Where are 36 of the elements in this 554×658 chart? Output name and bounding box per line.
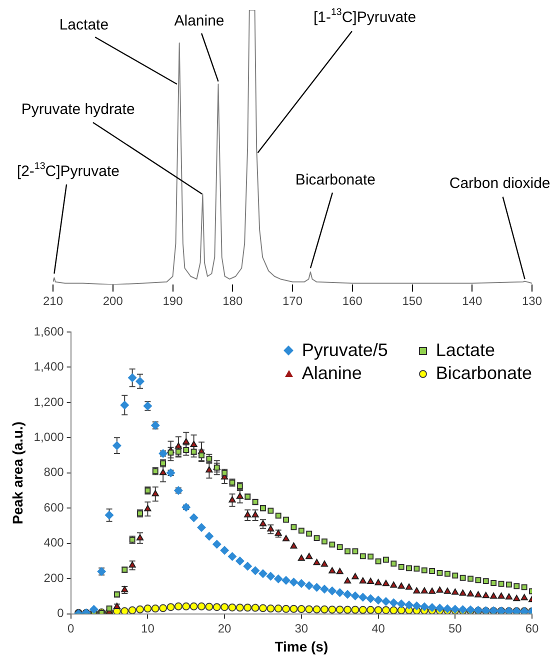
x-tick-label: 200 [102, 294, 124, 308]
x-tick-label: 0 [67, 621, 74, 636]
x-axis-title: Time (s) [274, 638, 328, 654]
y-tick-label: 800 [44, 465, 64, 480]
annotation: Carbon dioxide [449, 175, 550, 192]
y-tick-label: 600 [44, 500, 64, 514]
y-tick-label: 400 [44, 536, 64, 550]
y-tick-label: 1,200 [34, 394, 64, 409]
y-tick-label: 1,000 [34, 430, 64, 444]
legend-label: Lactate [436, 340, 495, 361]
x-tick-label: 40 [372, 621, 386, 636]
annotation: Alanine [174, 12, 224, 30]
x-tick-label: 20 [218, 621, 232, 636]
x-tick-label: 190 [162, 294, 184, 308]
x-tick-label: 140 [462, 294, 482, 308]
y-tick-label: 200 [44, 570, 64, 585]
y-axis-title: Peak area (a.u.) [9, 422, 26, 524]
annotation: Pyruvate hydrate [21, 101, 135, 118]
x-tick-label: 150 [402, 294, 423, 308]
x-tick-label: 50 [448, 621, 462, 636]
legend-label: Pyruvate/5 [302, 340, 388, 361]
x-tick-label: 170 [282, 294, 303, 308]
x-tick-label: 180 [222, 294, 243, 308]
x-tick-label: 160 [342, 294, 363, 308]
y-tick-label: 1,400 [34, 360, 64, 374]
annotation: Lactate [59, 16, 109, 34]
x-tick-label: 210 [42, 294, 64, 308]
x-tick-label: 10 [141, 621, 155, 636]
x-tick-label: 130 [522, 294, 542, 308]
annotation: Bicarbonate [295, 171, 376, 188]
legend-label: Bicarbonate [436, 363, 532, 384]
legend-label: Alanine [302, 363, 362, 384]
y-tick-label: 1,600 [34, 324, 64, 338]
y-tick-label: 0 [57, 606, 64, 620]
x-tick-label: 60 [525, 621, 539, 636]
x-tick-label: 30 [294, 621, 308, 636]
